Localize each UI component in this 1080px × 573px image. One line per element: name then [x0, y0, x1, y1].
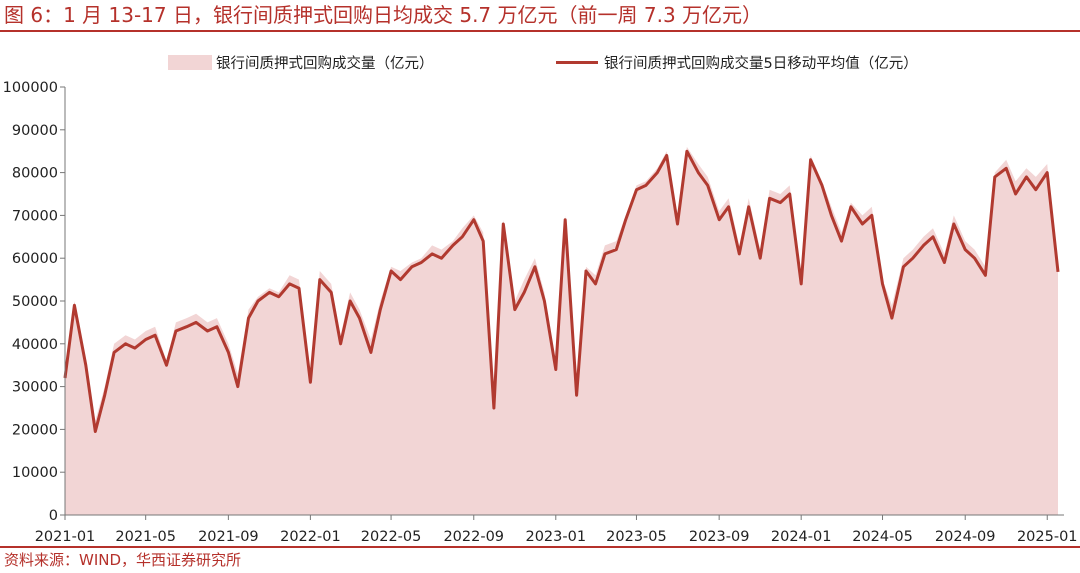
y-tick-label: 80000 — [12, 166, 58, 182]
chart-title: 图 6：1 月 13-17 日，银行间质押式回购日均成交 5.7 万亿元（前一周… — [4, 3, 763, 27]
title-rule — [0, 30, 1080, 32]
legend-label-volume: 银行间质押式回购成交量（亿元） — [216, 55, 434, 72]
y-tick-label: 100000 — [3, 80, 58, 96]
axes-layer: 0 10000 20000 30000 40000 50000 60000 70000 8000… — [3, 80, 1078, 545]
legend-swatch-area — [168, 54, 212, 70]
area-series-layer — [65, 146, 1058, 515]
y-tick-label: 50000 — [12, 294, 58, 310]
x-tick-label: 2023-01 — [525, 529, 586, 545]
x-tick-label: 2022-09 — [443, 529, 504, 545]
x-tick-label: 2021-09 — [198, 529, 259, 545]
legend-label-ma5: 银行间质押式回购成交量5日移动平均值（亿元） — [604, 55, 918, 72]
x-tick-label: 2024-09 — [935, 529, 996, 545]
legend-item-volume: 银行间质押式回购成交量（亿元） — [168, 52, 434, 72]
y-tick-label: 10000 — [12, 465, 58, 481]
x-tick-label: 2023-09 — [689, 529, 750, 545]
x-tick-label: 2021-05 — [115, 529, 176, 545]
y-tick-label: 40000 — [12, 337, 58, 353]
source-rule — [0, 546, 1080, 548]
x-tick-label: 2023-05 — [606, 529, 667, 545]
legend-swatch-line — [556, 60, 598, 64]
legend-item-ma5: 银行间质押式回购成交量5日移动平均值（亿元） — [556, 52, 918, 72]
line-series-ma5 — [63, 149, 1060, 433]
x-tick-label: 2022-05 — [361, 529, 422, 545]
line-series-layer — [63, 149, 1060, 433]
y-tick-label: 20000 — [12, 422, 58, 438]
x-tick-label: 2024-05 — [852, 529, 913, 545]
x-tick-label: 2021-01 — [35, 529, 96, 545]
x-tick-label: 2025-01 — [1017, 529, 1078, 545]
x-tick-label: 2022-01 — [280, 529, 341, 545]
y-tick-label: 0 — [49, 508, 58, 524]
y-tick-label: 30000 — [12, 380, 58, 396]
source-note: 资料来源：WIND，华西证券研究所 — [4, 551, 242, 569]
area-series-volume — [65, 146, 1058, 515]
y-tick-label: 90000 — [12, 123, 58, 139]
y-tick-label: 70000 — [12, 208, 58, 224]
x-tick-label: 2024-01 — [771, 529, 832, 545]
y-tick-label: 60000 — [12, 251, 58, 267]
